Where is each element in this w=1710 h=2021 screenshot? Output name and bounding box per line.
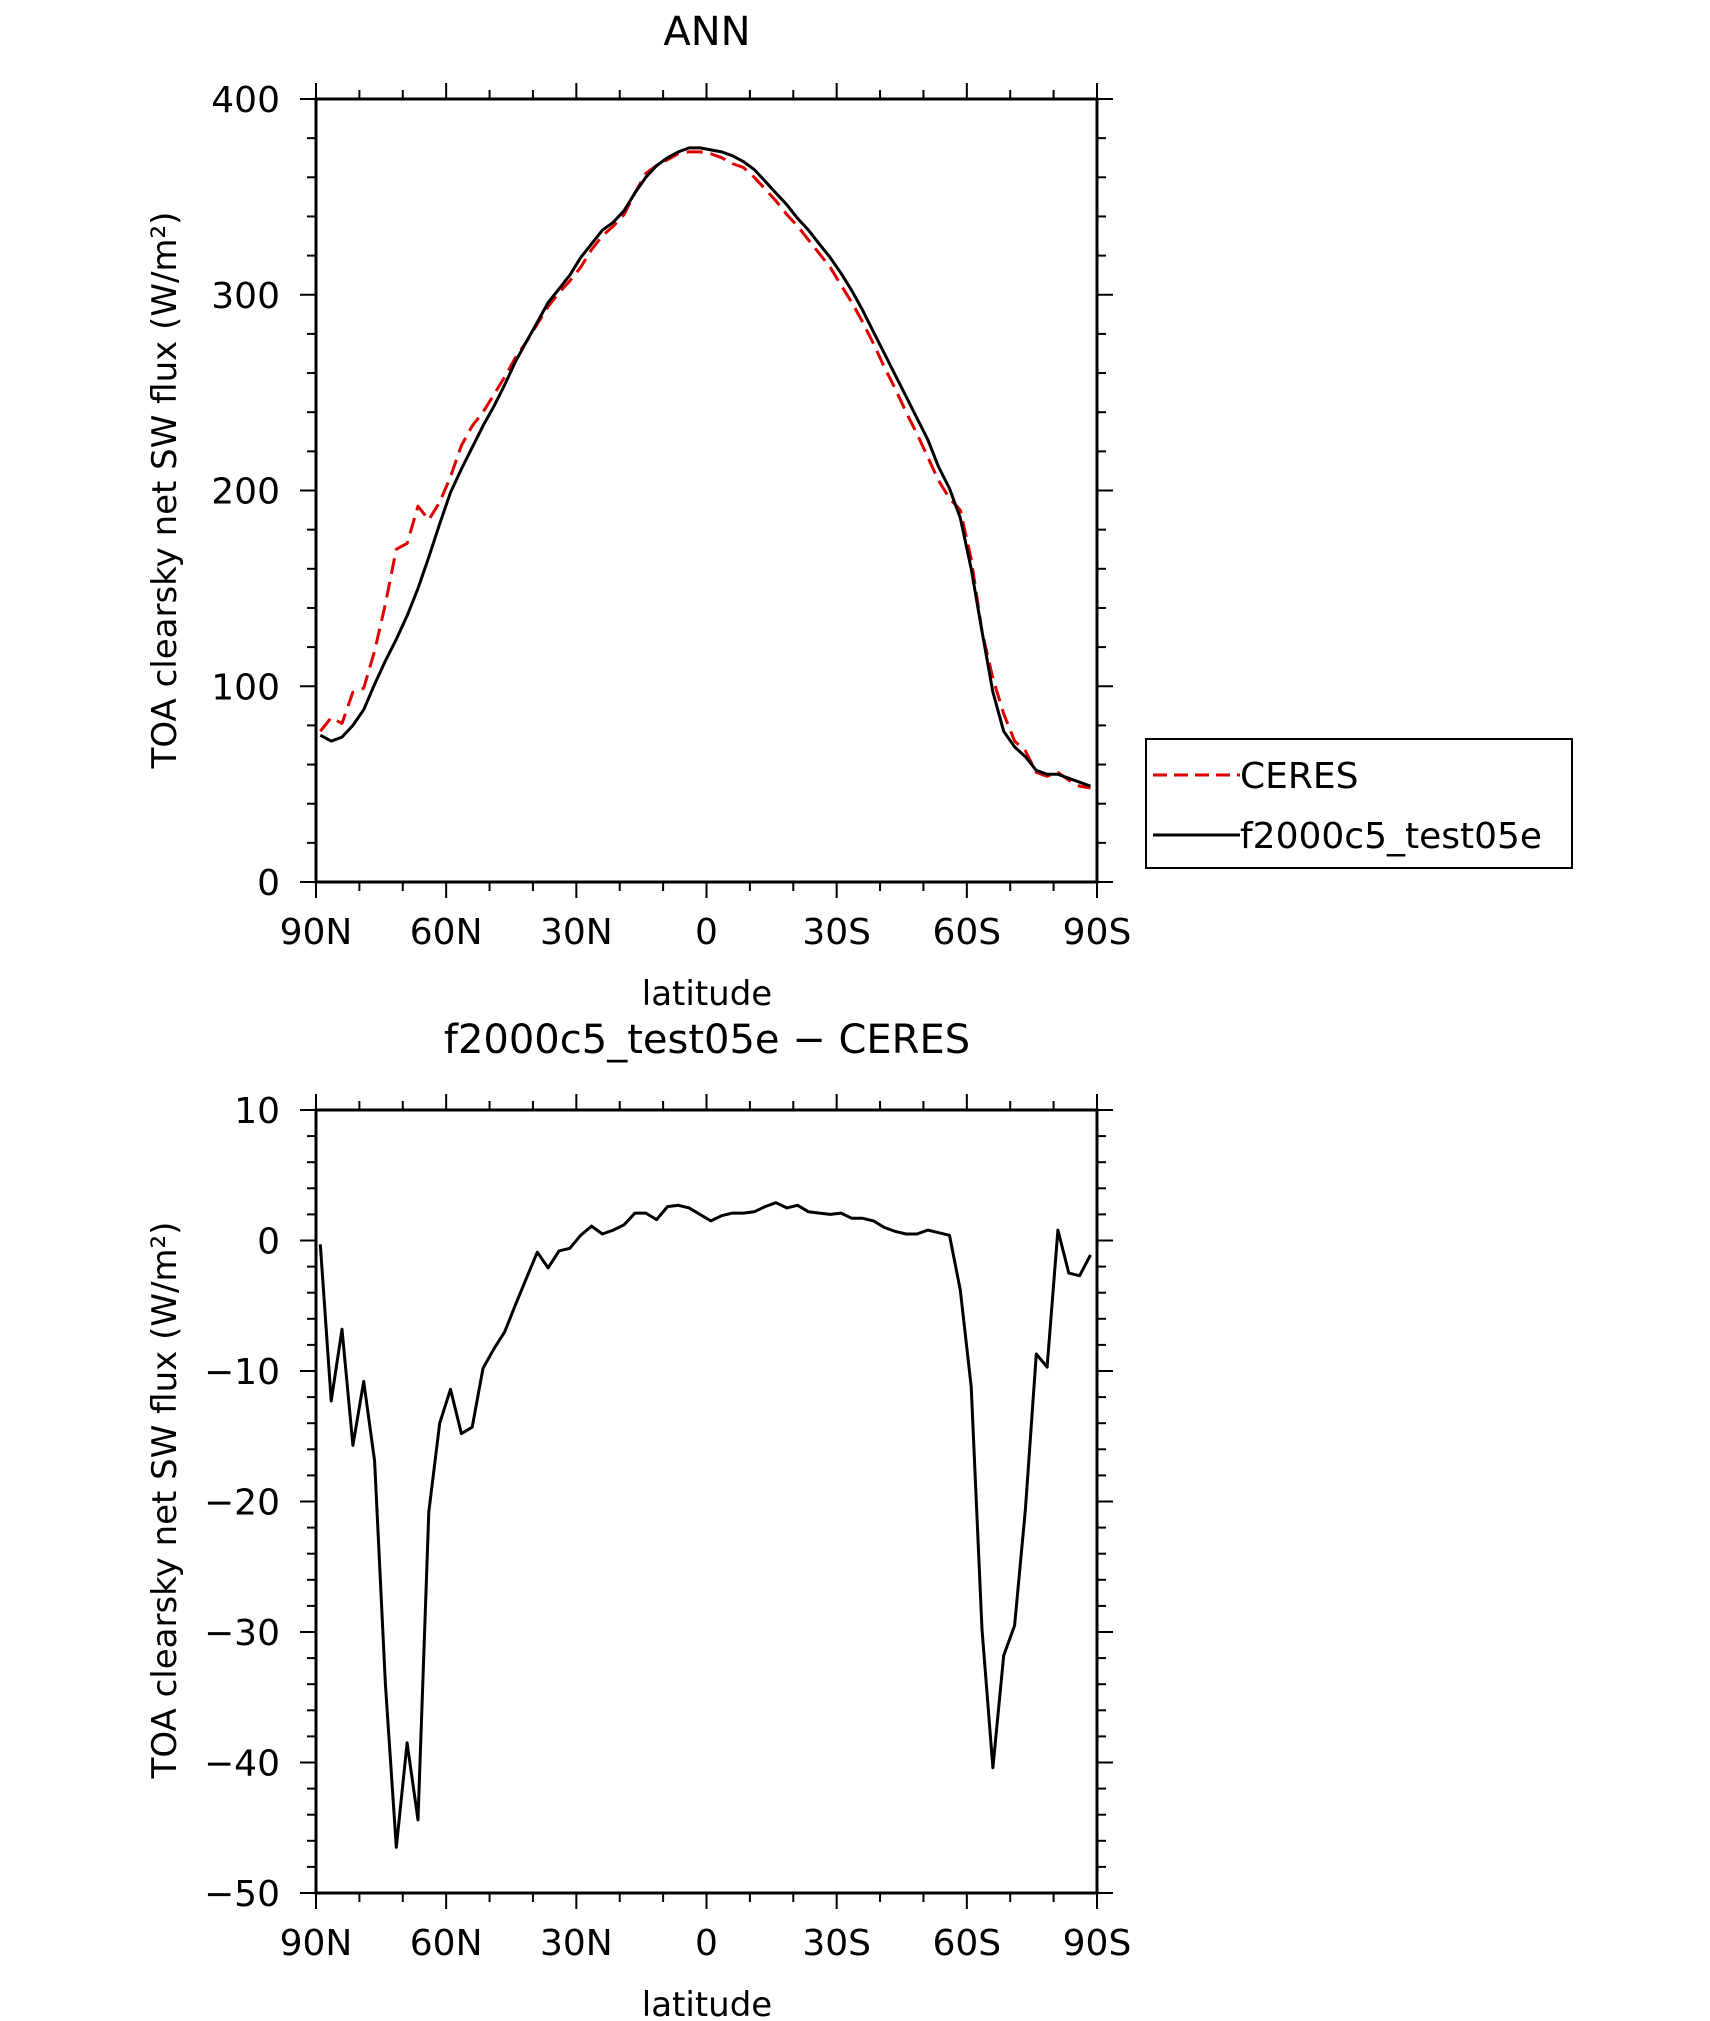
x-tick-label: 60N <box>410 912 483 953</box>
bottom-chart-y-tick-labels: 10 0 −10 −20 −30 −40 −50 <box>204 1091 280 1915</box>
y-tick-label: 300 <box>211 276 280 317</box>
x-tick-label: 30S <box>802 1923 871 1964</box>
bottom-chart-title: f2000c5_test05e − CERES <box>444 1017 970 1063</box>
top-chart-legend: CERES f2000c5_test05e <box>1145 738 1573 869</box>
top-chart-x-axis-label: latitude <box>642 974 772 1014</box>
x-tick-label: 30N <box>540 912 613 953</box>
legend-box <box>1145 738 1573 869</box>
top-chart-series <box>319 146 1092 790</box>
x-tick-label: 90N <box>280 1923 353 1964</box>
x-tick-label: 30N <box>540 1923 613 1964</box>
bottom-chart-plot-frame <box>314 1108 1099 1895</box>
y-tick-label: 0 <box>257 1222 280 1263</box>
y-tick-label: −10 <box>204 1352 280 1393</box>
bottom-chart-x-axis-label: latitude <box>642 1985 772 2021</box>
legend-label-ceres: CERES <box>1240 756 1359 797</box>
series-line-difference <box>318 1201 1092 1849</box>
y-tick-label: −20 <box>204 1483 280 1524</box>
x-tick-label: 60S <box>932 912 1001 953</box>
bottom-panel: f2000c5_test05e − CERES 90N 60N 30N 0 30S 60S… <box>145 1017 1131 2021</box>
top-chart-ticks <box>300 83 1113 898</box>
top-chart-title: ANN <box>663 9 750 55</box>
y-tick-label: 10 <box>234 1091 280 1132</box>
x-tick-label: 90N <box>280 912 353 953</box>
series-line-ceres <box>319 150 1091 790</box>
y-tick-label: 200 <box>211 472 280 513</box>
series-line-f2000c5-test05e <box>319 146 1092 788</box>
y-tick-label: 400 <box>211 80 280 121</box>
x-tick-label: 90S <box>1063 1923 1132 1964</box>
y-tick-label: 0 <box>257 863 280 904</box>
x-tick-label: 0 <box>695 912 718 953</box>
y-tick-label: −30 <box>204 1613 280 1654</box>
bottom-chart-y-axis-label: TOA clearsky net SW flux (W/m²) <box>145 1222 185 1780</box>
x-tick-label: 30S <box>802 912 871 953</box>
bottom-chart-series <box>318 1201 1092 1849</box>
y-tick-label: 100 <box>211 667 280 708</box>
top-chart-plot-frame <box>314 97 1099 884</box>
x-tick-label: 90S <box>1063 912 1132 953</box>
top-chart-y-axis-label: TOA clearsky net SW flux (W/m²) <box>145 212 185 770</box>
x-tick-label: 60N <box>410 1923 483 1964</box>
legend-label-model: f2000c5_test05e <box>1240 816 1542 857</box>
bottom-chart-x-tick-labels: 90N 60N 30N 0 30S 60S 90S <box>280 1923 1132 1964</box>
x-tick-label: 0 <box>695 1923 718 1964</box>
top-chart-x-tick-labels: 90N 60N 30N 0 30S 60S 90S <box>280 912 1132 953</box>
x-tick-label: 60S <box>932 1923 1001 1964</box>
y-tick-label: −40 <box>204 1744 280 1785</box>
top-chart-y-tick-labels: 0 100 200 300 400 <box>211 80 280 904</box>
top-panel: ANN 90N 60N 30N 0 30S 60S 90S 0 100 200 300 400 la… <box>145 9 1573 1014</box>
bottom-chart-ticks <box>300 1094 1113 1909</box>
y-tick-label: −50 <box>204 1874 280 1915</box>
